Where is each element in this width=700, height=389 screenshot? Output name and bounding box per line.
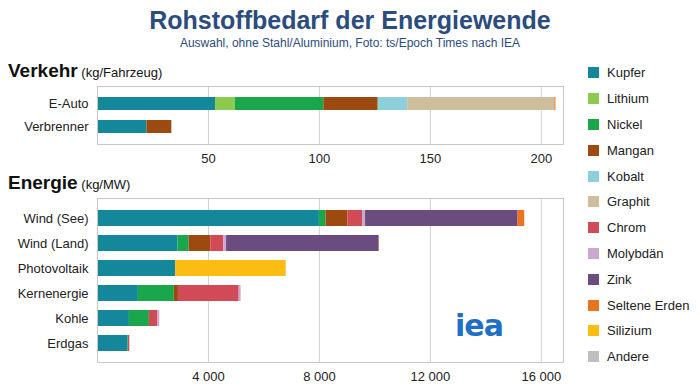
html-text:Verkehr(kg/Fahrzeug): Verkehr(kg/Fahrzeug) (8, 60, 163, 81)
html-text:Rohstoffbedarf der Energiewend: Rohstoffbedarf der Energiewende (149, 6, 551, 34)
svg-text:Kernenergie: Kernenergie (18, 286, 89, 301)
svg-text:16 000: 16 000 (521, 369, 561, 384)
svg-text:Erdgas: Erdgas (47, 336, 89, 351)
svg-text:Kohle: Kohle (55, 311, 88, 326)
html-text:Silizium: Silizium (607, 323, 652, 339)
svg-text:8 000: 8 000 (303, 369, 336, 384)
svg-text:Verbrenner: Verbrenner (24, 119, 89, 134)
svg-text:Photovoltaik: Photovoltaik (18, 261, 89, 276)
svg-text:50: 50 (201, 151, 215, 166)
html-text:Kobalt: Kobalt (607, 168, 644, 184)
html-text:Chrom: Chrom (607, 220, 646, 236)
svg-text:4 000: 4 000 (192, 369, 225, 384)
html-text:Andere: Andere (607, 349, 649, 365)
html-text:Seltene Erden: Seltene Erden (607, 297, 690, 313)
html-text:Mangan: Mangan (607, 142, 654, 158)
html-text:Molybdän: Molybdän (607, 246, 664, 261)
svg-text:Wind (See): Wind (See) (23, 211, 88, 226)
svg-text:Wind (Land): Wind (Land) (18, 236, 89, 251)
html-text:Zink: Zink (607, 271, 632, 287)
html-text:Kupfer: Kupfer (607, 65, 646, 81)
svg-text:100: 100 (309, 151, 331, 166)
svg-text:12 000: 12 000 (410, 369, 450, 384)
html-text:Nickel: Nickel (607, 117, 643, 132)
html-text:Graphit: Graphit (607, 194, 650, 210)
html-text:Lithium: Lithium (607, 91, 649, 107)
html-text:Energie(kg/MW): Energie(kg/MW) (8, 172, 131, 193)
svg-text:150: 150 (420, 151, 442, 166)
html-text:iea: iea (455, 308, 503, 343)
svg-text:E-Auto: E-Auto (49, 96, 89, 111)
html-text:Auswahl, ohne Stahl/Aluminium,: Auswahl, ohne Stahl/Aluminium, Foto: ts/… (179, 36, 521, 50)
svg-text:200: 200 (530, 151, 552, 166)
